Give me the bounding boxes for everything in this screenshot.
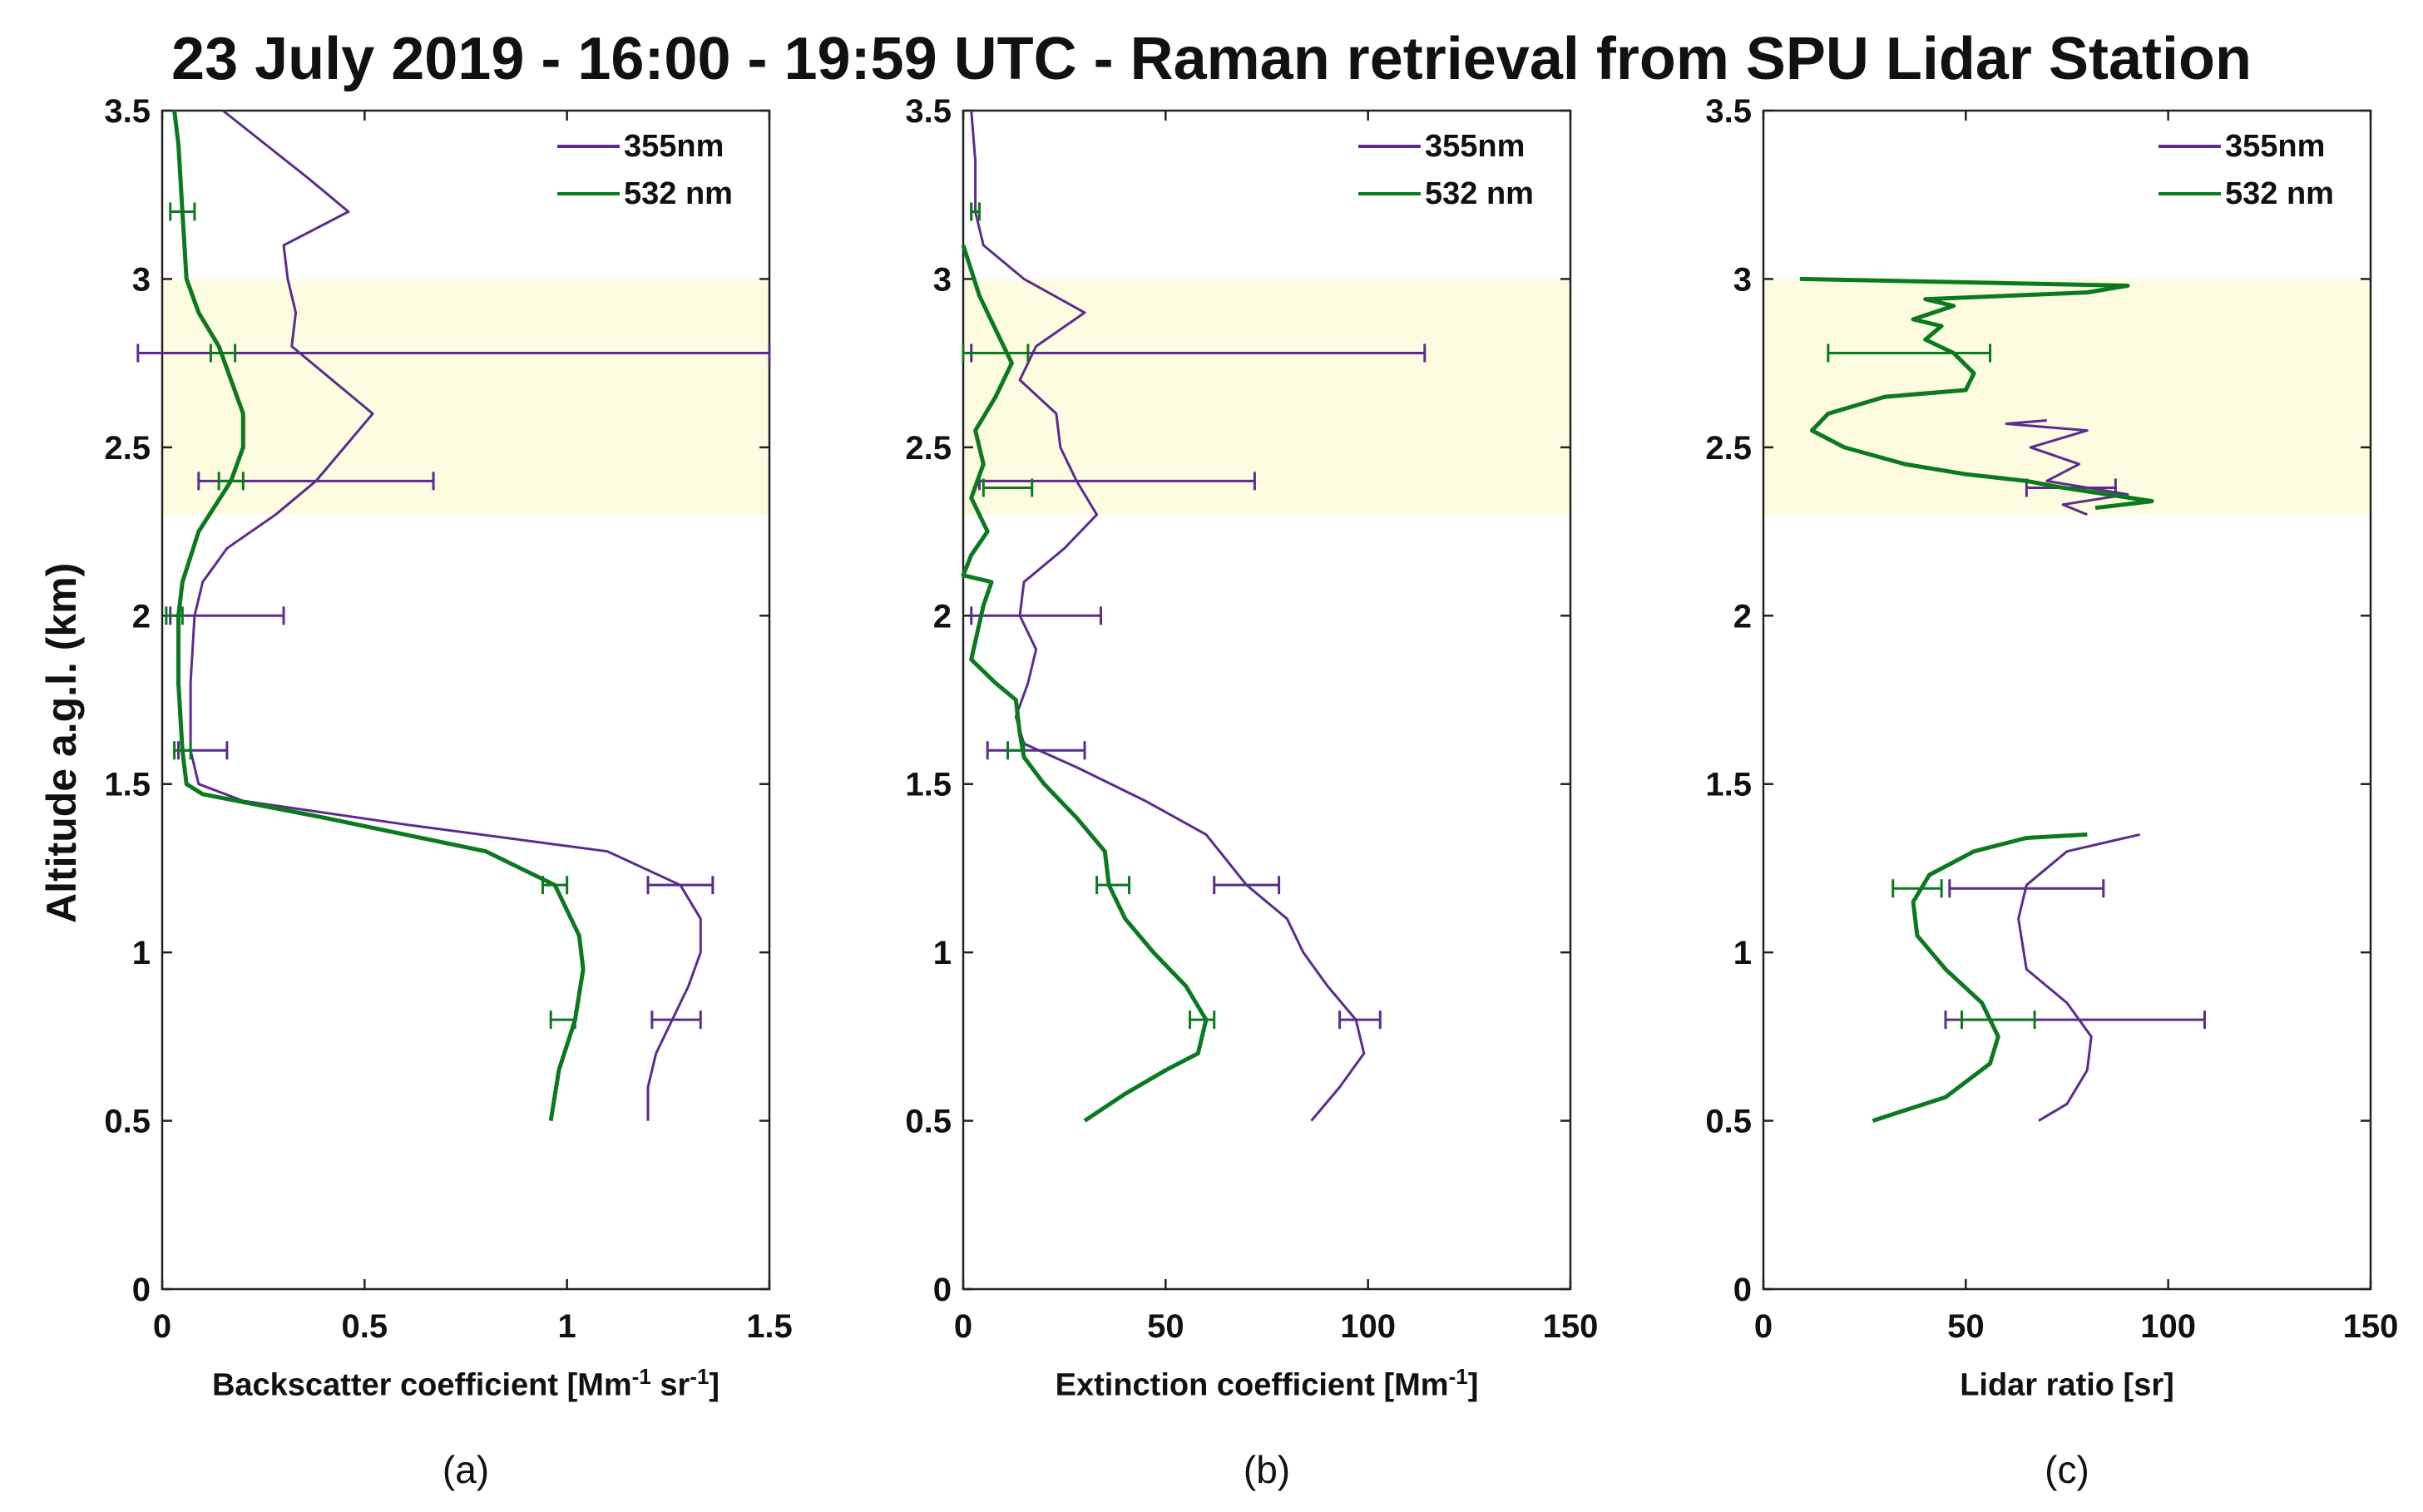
xlabel-mid: sr: [650, 1367, 690, 1403]
panel-c-ytick-label: 3: [1733, 261, 1752, 298]
panel-a-label: (a): [442, 1448, 490, 1491]
panel-c-series-532nm: [1799, 276, 2154, 511]
panel-a-shaded-layer: [162, 279, 769, 515]
panel-c-axes-box: [1762, 109, 2372, 1291]
panel-a-ytick-label: 3.5: [104, 93, 151, 130]
panel-c-legend-label: 355nm: [2225, 129, 2325, 164]
panel-a-xlabel: Backscatter coefficient [Mm-1 sr-1]: [133, 1364, 799, 1404]
panel-a-ytick-label: 1: [132, 935, 151, 971]
panel-c-legend-label: 532 nm: [2225, 176, 2334, 211]
xlabel-sup: -1: [631, 1364, 651, 1389]
panel-c-xtick-label: 50: [1947, 1308, 1985, 1345]
panel-b-ytick-label: 0: [933, 1272, 952, 1308]
panel-a-ytick-label: 2.5: [104, 430, 151, 467]
xlabel-main: Extinction coefficient [Mm: [1055, 1367, 1449, 1403]
panel-c-ytick-label: 0: [1733, 1272, 1752, 1308]
panel-c-series-355nm: [2005, 419, 2129, 516]
xlabel-main: Lidar ratio [sr]: [1960, 1367, 2174, 1403]
panel-b-ytick-label: 2.5: [905, 430, 952, 467]
panel-b-series-355nm: [970, 110, 1366, 1122]
panel-c-xtick-label: 150: [2343, 1308, 2399, 1345]
panel-c-ytick-label: 1.5: [1705, 767, 1752, 803]
panel-a-ytick-label: 2: [132, 598, 151, 635]
panel-c-shaded-layer: [1763, 279, 2371, 515]
panel-b-ytick-label: 3.5: [905, 93, 952, 130]
panel-b-legend-label: 355nm: [1425, 129, 1525, 164]
panel-b-label: (b): [1243, 1448, 1291, 1491]
panel-b-series-532nm: [961, 245, 1209, 1123]
panel-b-xtick-label: 150: [1543, 1308, 1599, 1345]
panel-a-ytick-label: 0.5: [104, 1104, 151, 1140]
panel-a-xtick-label: 0.5: [342, 1308, 388, 1345]
panel-c-ytick-label: 0.5: [1705, 1104, 1752, 1140]
panel-c-ytick-label: 2.5: [1705, 430, 1752, 467]
panel-c-xtick-label: 100: [2140, 1308, 2196, 1345]
panel-b-axes-box: [962, 109, 1572, 1291]
panel-a-xtick-label: 1.5: [746, 1308, 793, 1345]
panel-a-legend-label: 355nm: [624, 129, 724, 164]
panel-c-ytick-label: 2: [1733, 598, 1752, 635]
xlabel-main: Backscatter coefficient [Mm: [211, 1367, 632, 1403]
panel-c-xlabel: Lidar ratio [sr]: [1734, 1364, 2400, 1404]
panel-b-ytick-label: 2: [933, 598, 952, 635]
panel-b-ytick-label: 1.5: [905, 767, 952, 803]
panel-b-xlabel: Extinction coefficient [Mm-1]: [934, 1364, 1600, 1404]
panel-b-ytick-label: 0.5: [905, 1104, 952, 1140]
panel-c-series-355nm: [2017, 833, 2140, 1122]
panel-a-axes-box: [161, 109, 771, 1291]
xlabel-sup: -1: [690, 1364, 710, 1389]
panel-b-ytick-label: 1: [933, 935, 952, 971]
figure-title: 23 July 2019 - 16:00 - 19:59 UTC - Raman…: [171, 26, 2252, 92]
panel-a-legend-label: 532 nm: [624, 176, 733, 211]
panel-b-legend-label: 532 nm: [1425, 176, 1534, 211]
panel-a-xtick-label: 0: [153, 1308, 171, 1345]
panel-a-ytick-label: 3: [132, 261, 151, 298]
panel-c-series-532nm: [1872, 832, 2088, 1123]
panel-b-xtick-label: 100: [1340, 1308, 1396, 1345]
panel-a-ytick-label: 0: [132, 1272, 151, 1308]
panel-c-ytick-label: 1: [1733, 935, 1752, 971]
xlabel-end: ]: [1467, 1367, 1479, 1403]
panel-c-label: (c): [2045, 1448, 2089, 1491]
panel-c-xtick-label: 0: [1754, 1308, 1773, 1345]
panel-a-ytick-label: 1.5: [104, 767, 151, 803]
panel-b-xtick-label: 0: [954, 1308, 972, 1345]
xlabel-end: ]: [709, 1367, 720, 1403]
xlabel-sup: -1: [1448, 1364, 1468, 1389]
panel-a-xtick-label: 1: [558, 1308, 576, 1345]
panel-b-shaded-layer: [963, 279, 1570, 515]
panel-b-xtick-label: 50: [1147, 1308, 1184, 1345]
panel-c-ytick-label: 3.5: [1705, 93, 1752, 130]
panel-b-ytick-label: 3: [933, 261, 952, 298]
